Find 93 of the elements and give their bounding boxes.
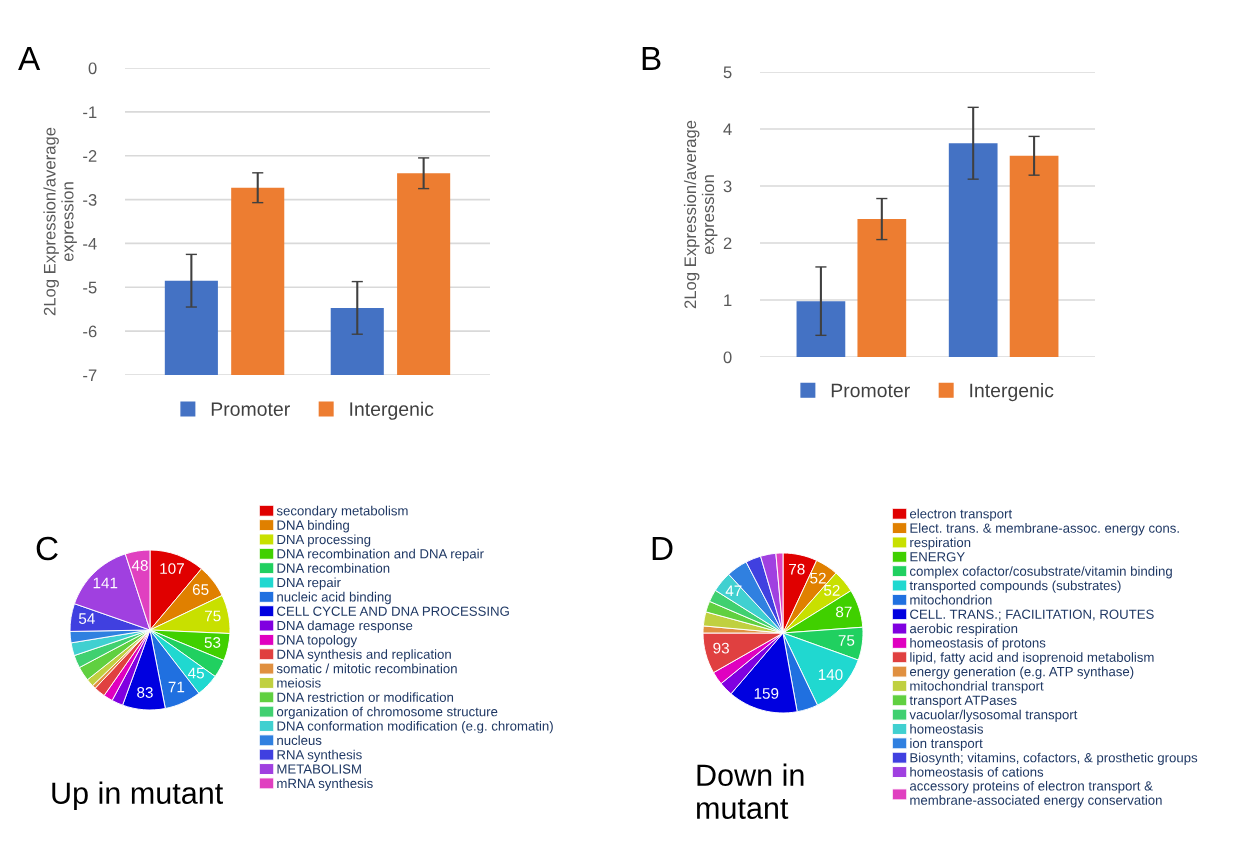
legend-label: ENERGY [910,552,965,562]
legend-label: nucleus [277,735,322,746]
legend-label: homeostasis [910,723,984,734]
legend-label: Intergenic [970,383,1054,402]
legend-label: ion transport [910,738,983,751]
legend-label: CELL. TRANS.; FACILITATION, ROUTES [910,609,1154,621]
legend-label: METABOLISM [277,764,361,774]
legend-label: DNA recombination and DNA repair [277,548,484,562]
y-tick-label: 0 [88,62,97,75]
data-label: 159 [754,688,779,699]
text: Down in mutant [697,763,804,819]
data-label: 75 [205,610,221,622]
y-tick-label: 4 [723,123,732,136]
y-tick-label: -3 [83,193,97,206]
data-label: 78 [789,563,805,575]
data-label: 47 [725,585,742,597]
y-tick-label: -6 [83,325,97,338]
y-tick-label: 3 [723,180,732,193]
data-label: 65 [192,584,209,595]
y-axis-title: 2Log Expression/average expression [683,120,718,309]
legend-label: DNA restriction or modification [277,692,454,702]
legend-label: DNA processing [277,534,371,547]
y-tick-label: 1 [724,294,732,307]
data-label: 54 [78,613,95,624]
y-tick-label: -1 [83,106,97,118]
y-tick-label: -5 [83,281,97,294]
legend-label: respiration [910,537,971,550]
text: C [36,536,58,561]
data-label: 93 [713,642,729,654]
data-label: 107 [160,563,184,574]
data-label: 87 [836,606,852,618]
y-tick-label: 5 [723,66,732,79]
text: D [652,537,673,560]
legend-label: homeostasis of cations [910,767,1044,777]
chart-title: A [18,47,41,70]
legend-label: electron transport [909,508,1013,522]
bar [330,307,384,375]
legend-label: homeostasis of protons [910,637,1046,651]
legend-label: RNA synthesis [277,749,362,762]
data-label: 140 [818,669,843,681]
data-label: 45 [187,667,204,679]
y-tick-label: -2 [83,150,97,162]
legend-label: DNA recombination [277,563,390,573]
data-label: 71 [168,681,185,693]
legend-label: vacuolar/lysosomal transport [909,709,1078,722]
legend-label: mitochondrion [910,594,992,605]
y-tick-label: 0 [723,351,732,364]
legend-label: nucleic acid binding [277,591,391,605]
legend-label: DNA conformation modification (e.g. chromatin) [277,720,553,734]
data-label: 48 [131,560,148,571]
legend-label: Elect. trans. & membrane-assoc. energy cons. [910,523,1179,536]
legend-label: DNA binding [277,520,349,533]
y-tick-label: 2 [723,237,732,250]
legend-label: meiosis [277,677,321,688]
legend-label: Promoter [831,383,910,398]
bar [164,280,218,375]
legend-label: Biosynth; vitamins, cofactors, & prosthetic groups [910,752,1198,765]
data-label: 83 [137,687,153,698]
legend-label: transported compounds (substrates) [909,580,1121,593]
chart-title: B [642,47,661,70]
y-axis-title: 2Log Expression/average expression [43,127,77,316]
legend-label: Promoter [211,402,290,416]
bar [397,173,451,375]
y-tick-label: -4 [83,238,97,250]
bar [796,301,846,357]
legend-label: accessory proteins of electron transport & membrane-associated energy conservation [909,780,1162,808]
y-tick-label: -7 [83,369,97,382]
legend-label: mitochondrial transport [910,680,1044,694]
legend-label: complex cofactor/cosubstrate/vitamin binding [909,566,1172,579]
data-label: 75 [838,635,855,646]
legend-label: organization of chromosome structure [276,706,498,719]
legend-label: Intergenic [350,401,434,420]
legend-label: secondary metabolism [276,505,408,519]
legend-label: CELL CYCLE AND DNA PROCESSING [277,606,509,616]
bar [231,187,285,375]
legend-label: lipid, fatty acid and isoprenoid metabolism [910,652,1154,665]
legend-label: transport ATPases [909,695,1017,708]
legend-label: energy generation (e.g. ATP synthase) [909,666,1134,679]
data-label: 52 [810,572,826,584]
legend-label: DNA damage response [277,620,413,633]
legend-label: somatic / mitotic recombination [276,663,457,674]
bar [857,219,907,357]
legend-label: DNA repair [277,577,341,590]
legend-label: mRNA synthesis [277,778,373,791]
bar [1009,155,1059,357]
legend-label: aerobic respiration [909,623,1018,636]
bar [948,143,998,357]
data-label: 53 [204,637,221,648]
data-label: 52 [823,584,840,596]
legend-label: DNA synthesis and replication [277,649,451,662]
data-label: 141 [93,577,118,589]
legend-label: DNA topology [277,634,358,648]
text: Up in mutant [52,781,224,810]
